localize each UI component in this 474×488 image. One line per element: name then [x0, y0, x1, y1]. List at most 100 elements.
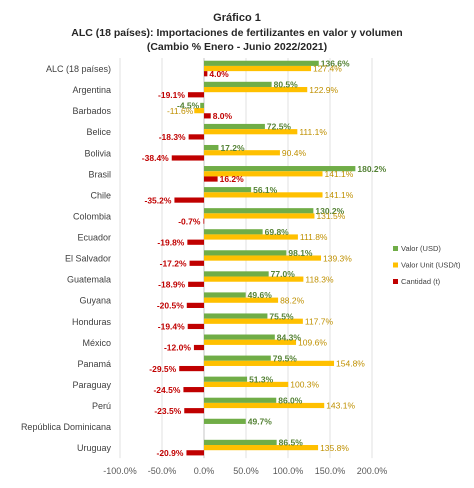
bar-cantidad-t-panama	[179, 365, 204, 372]
legend-label-valor-unit-usd-t: Valor Unit (USD/t)	[401, 261, 461, 270]
x-tick-label: -50.0%	[148, 466, 177, 476]
bar-valor-usd-barbados	[200, 102, 204, 109]
data-label-valor-unit-usd-t-paraguay: 100.3%	[290, 380, 319, 390]
data-label-valor-usd-peru: 86.0%	[278, 395, 303, 405]
data-label-valor-usd-panama: 79.5%	[273, 353, 298, 363]
category-label-guatemala: Guatemala	[67, 275, 111, 285]
category-label-barbados: Barbados	[72, 106, 111, 116]
bar-valor-usd-paraguay	[204, 376, 248, 382]
bar-cantidad-t-uruguay	[186, 450, 204, 456]
data-label-cantidad-t-mexico: -12.0%	[164, 343, 191, 353]
data-label-valor-usd-guyana: 49.6%	[248, 290, 273, 300]
data-label-cantidad-t-ecuador: -19.8%	[157, 237, 184, 247]
category-label-colombia: Colombia	[73, 211, 111, 221]
legend-swatch-valor-unit-usd-t	[393, 262, 398, 268]
bar-valor-usd-bolivia	[204, 144, 219, 151]
bar-valor-unit-usd-t-belice	[204, 129, 298, 135]
category-label-belice: Belice	[86, 127, 111, 137]
bar-valor-usd-chile	[204, 187, 252, 193]
bar-valor-unit-usd-t-guatemala	[204, 276, 304, 282]
bar-cantidad-t-argentina	[187, 92, 204, 98]
data-label-valor-usd-colombia: 130.2%	[315, 206, 344, 216]
bar-valor-usd-belice	[204, 123, 265, 130]
legend-label-cantidad-t: Cantidad (t)	[401, 277, 441, 286]
data-label-valor-usd-mexico: 84.3%	[277, 332, 302, 342]
data-label-valor-unit-usd-t-argentina: 122.9%	[309, 85, 338, 95]
data-label-cantidad-t-bolivia: -38.4%	[142, 153, 169, 163]
bar-valor-usd-panama	[204, 355, 271, 361]
data-label-cantidad-t-guatemala: -18.9%	[158, 280, 185, 290]
category-label-guyana: Guyana	[79, 296, 111, 306]
data-label-cantidad-t-guyana: -20.5%	[157, 301, 184, 311]
bar-valor-usd-honduras	[204, 313, 268, 319]
data-label-cantidad-t-colombia: -0.7%	[178, 216, 201, 226]
x-tick-label: 0.0%	[194, 466, 215, 476]
bar-cantidad-t-mexico	[193, 344, 204, 351]
bar-cantidad-t-barbados	[204, 113, 211, 119]
bar-cantidad-t-guatemala	[188, 281, 204, 287]
data-label-cantidad-t-paraguay: -24.5%	[153, 385, 180, 395]
category-label-mexico: México	[82, 338, 111, 348]
data-label-valor-unit-usd-t-colombia: 131.5%	[316, 211, 345, 221]
category-label-bolivia: Bolivia	[84, 148, 111, 158]
chart-subtitle-line-2: (Cambio % Enero - Junio 2022/2021)	[147, 41, 327, 53]
bar-valor-unit-usd-t-guyana	[204, 297, 279, 303]
data-label-valor-unit-usd-t-guatemala: 118.3%	[305, 274, 334, 284]
data-label-valor-unit-usd-t-peru: 143.1%	[326, 401, 355, 411]
category-label-uruguay: Uruguay	[77, 443, 112, 453]
data-label-valor-unit-usd-t-el-salvador: 139.3%	[323, 253, 352, 263]
category-label-alc-18-paises: ALC (18 países)	[46, 64, 111, 74]
bar-valor-usd-colombia	[204, 208, 314, 214]
category-label-argentina: Argentina	[72, 85, 111, 95]
legend-label-valor-usd: Valor (USD)	[401, 244, 441, 253]
category-label-honduras: Honduras	[72, 317, 112, 327]
bar-cantidad-t-paraguay	[183, 387, 204, 393]
data-label-valor-usd-paraguay: 51.3%	[249, 374, 274, 384]
category-label-el-salvador: El Salvador	[65, 254, 111, 264]
bar-valor-unit-usd-t-uruguay	[204, 445, 319, 451]
category-label-chile: Chile	[90, 190, 111, 200]
category-label-peru: Perú	[92, 401, 111, 411]
data-label-valor-unit-usd-t-brasil: 141.1%	[325, 169, 354, 179]
bar-valor-usd-brasil	[204, 166, 356, 172]
data-label-cantidad-t-belice: -18.3%	[159, 132, 186, 142]
data-label-valor-usd-belice: 72.5%	[267, 122, 292, 132]
data-label-cantidad-t-honduras: -19.4%	[158, 322, 185, 332]
x-tick-label: 150.0%	[315, 466, 346, 476]
bar-valor-unit-usd-t-ecuador	[204, 234, 298, 240]
bar-cantidad-t-alc-18-paises	[204, 71, 208, 77]
bar-cantidad-t-belice	[188, 134, 204, 140]
bar-valor-usd-el-salvador	[204, 250, 287, 256]
x-tick-label: -100.0%	[103, 466, 137, 476]
data-label-cantidad-t-brasil: 16.2%	[220, 174, 245, 184]
data-label-cantidad-t-peru: -23.5%	[154, 406, 181, 416]
bar-valor-usd-guyana	[204, 292, 246, 298]
category-labels: ALC (18 países) Argentina Barbados Belice Bo…	[21, 64, 112, 453]
category-label-panama: Panamá	[77, 359, 111, 369]
bar-valor-usd-peru	[204, 397, 277, 403]
data-label-cantidad-t-el-salvador: -17.2%	[160, 258, 187, 268]
data-label-cantidad-t-argentina: -19.1%	[158, 90, 185, 100]
bar-cantidad-t-bolivia	[171, 155, 204, 161]
data-label-valor-unit-usd-t-barbados: -11.6%	[167, 106, 194, 116]
data-label-cantidad-t-uruguay: -20.9%	[157, 448, 184, 458]
data-label-valor-usd-argentina: 80.5%	[274, 80, 299, 90]
bar-cantidad-t-peru	[184, 408, 204, 414]
chart-subtitle-line-1: ALC (18 países): Importaciones de fertil…	[71, 27, 402, 39]
bar-valor-usd-republica-dominicana	[204, 418, 246, 424]
bar-valor-unit-usd-t-chile	[204, 192, 323, 198]
bar-valor-unit-usd-t-barbados	[194, 108, 204, 114]
bar-valor-unit-usd-t-brasil	[204, 171, 323, 177]
data-label-valor-usd-uruguay: 86.5%	[279, 438, 304, 448]
bar-cantidad-t-brasil	[204, 176, 218, 182]
bar-valor-unit-usd-t-alc-18-paises	[204, 65, 312, 72]
bar-valor-unit-usd-t-bolivia	[204, 150, 280, 156]
data-label-valor-usd-republica-dominicana: 49.7%	[248, 417, 273, 427]
bar-cantidad-t-honduras	[187, 323, 204, 330]
bar-cantidad-t-ecuador	[187, 239, 204, 245]
category-label-brasil: Brasil	[88, 169, 111, 179]
data-label-valor-unit-usd-t-honduras: 117.7%	[305, 316, 334, 326]
legend-swatch-valor-usd	[393, 246, 398, 251]
bar-valor-unit-usd-t-colombia	[204, 213, 315, 219]
data-label-valor-unit-usd-t-alc-18-paises: 127.4%	[313, 64, 342, 74]
